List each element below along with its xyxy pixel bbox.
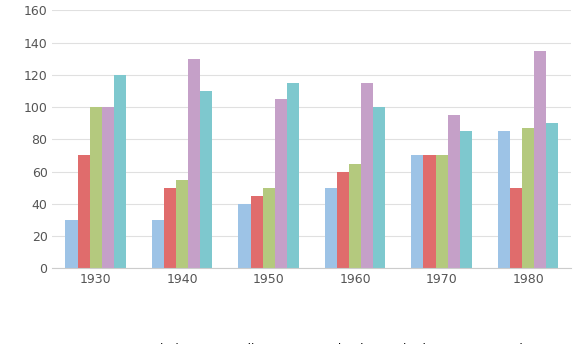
- Bar: [522, 128, 534, 268]
- Bar: [534, 51, 546, 268]
- Bar: [349, 163, 361, 268]
- Bar: [373, 107, 385, 268]
- Bar: [188, 59, 201, 268]
- Bar: [251, 196, 262, 268]
- Bar: [412, 155, 423, 268]
- Bar: [152, 220, 164, 268]
- Bar: [176, 180, 188, 268]
- Bar: [546, 123, 559, 268]
- Bar: [498, 131, 510, 268]
- Bar: [448, 115, 460, 268]
- Bar: [423, 155, 436, 268]
- Bar: [102, 107, 114, 268]
- Bar: [78, 155, 90, 268]
- Bar: [436, 155, 448, 268]
- Bar: [65, 220, 78, 268]
- Bar: [337, 172, 349, 268]
- Bar: [201, 91, 212, 268]
- Bar: [114, 75, 126, 268]
- Bar: [262, 188, 275, 268]
- Bar: [238, 204, 251, 268]
- Bar: [325, 188, 337, 268]
- Bar: [90, 107, 102, 268]
- Legend: Great Britain, Australia, New Zealand, United State, Canada: Great Britain, Australia, New Zealand, U…: [89, 338, 535, 344]
- Bar: [287, 83, 299, 268]
- Bar: [164, 188, 176, 268]
- Bar: [460, 131, 472, 268]
- Bar: [275, 99, 287, 268]
- Bar: [361, 83, 373, 268]
- Bar: [510, 188, 522, 268]
